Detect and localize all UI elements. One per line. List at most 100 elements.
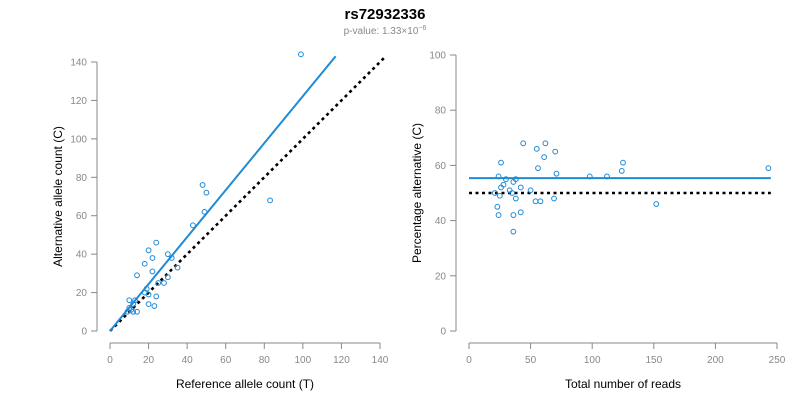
data-point bbox=[503, 176, 509, 183]
data-point bbox=[527, 187, 534, 194]
fit-line bbox=[109, 55, 337, 332]
data-point bbox=[145, 301, 152, 308]
data-point bbox=[203, 189, 210, 196]
y-axis-label: Percentage alternative (C) bbox=[410, 123, 424, 263]
right-scatter-panel: 0 20 40 60 80 100 0 50 100 150 200 250 Total number … bbox=[410, 51, 786, 392]
data-point bbox=[537, 198, 544, 205]
y-tick-label: 60 bbox=[76, 211, 88, 222]
data-point bbox=[498, 159, 504, 166]
data-point bbox=[201, 208, 208, 215]
y-tick-label: 140 bbox=[70, 58, 87, 69]
x-tick-label: 100 bbox=[584, 355, 601, 366]
data-point bbox=[495, 173, 502, 180]
left-scatter-panel: 0 20 40 60 80 100 120 140 0 20 40 60 80 100 120 140 Refe… bbox=[51, 51, 389, 391]
data-point bbox=[134, 272, 140, 279]
y-tick-label: 80 bbox=[435, 106, 447, 117]
y-tick-label: 60 bbox=[435, 161, 447, 172]
data-point bbox=[124, 308, 131, 315]
x-tick-label: 60 bbox=[220, 355, 232, 366]
x-tick-label: 0 bbox=[107, 355, 113, 366]
data-point bbox=[509, 190, 516, 196]
data-point bbox=[552, 148, 559, 155]
data-point bbox=[491, 190, 498, 196]
data-point bbox=[532, 198, 539, 205]
chart-title: rs72932336 bbox=[345, 6, 426, 23]
data-point bbox=[551, 195, 557, 202]
data-point bbox=[653, 201, 660, 207]
data-point bbox=[510, 212, 517, 218]
data-point bbox=[168, 255, 175, 261]
data-point bbox=[134, 308, 140, 315]
data-point bbox=[520, 140, 527, 147]
x-tick-label: 140 bbox=[372, 355, 389, 366]
data-point bbox=[199, 182, 206, 188]
data-point bbox=[496, 192, 503, 199]
y-tick-label: 20 bbox=[435, 271, 447, 282]
x-tick-label: 50 bbox=[525, 355, 537, 366]
data-point bbox=[541, 154, 548, 161]
data-point bbox=[190, 222, 196, 229]
data-point bbox=[153, 293, 160, 300]
data-point bbox=[586, 173, 593, 180]
y-tick-label: 40 bbox=[435, 216, 447, 227]
data-point bbox=[151, 303, 158, 309]
data-point bbox=[620, 159, 626, 166]
data-point bbox=[161, 280, 167, 286]
data-point bbox=[130, 301, 137, 308]
data-point bbox=[765, 165, 772, 172]
y-tick-label: 0 bbox=[440, 327, 446, 338]
data-point bbox=[149, 268, 156, 275]
data-point bbox=[126, 297, 133, 304]
x-tick-label: 0 bbox=[466, 355, 472, 366]
data-point bbox=[517, 184, 524, 191]
data-point bbox=[298, 51, 304, 58]
y-tick-label: 20 bbox=[76, 288, 88, 299]
reference-line bbox=[109, 55, 387, 332]
x-tick-label: 250 bbox=[769, 355, 786, 366]
data-point bbox=[510, 228, 517, 235]
x-tick-label: 100 bbox=[295, 355, 312, 366]
data-point bbox=[495, 212, 502, 218]
x-axis-label: Reference allele count (T) bbox=[176, 377, 314, 391]
data-point bbox=[174, 264, 181, 271]
data-point bbox=[510, 179, 517, 185]
data-point bbox=[164, 274, 171, 281]
data-point bbox=[498, 184, 504, 191]
y-tick-label: 0 bbox=[81, 327, 87, 338]
pvalue-text: p-value: 1.33×10 bbox=[344, 26, 419, 37]
data-point bbox=[141, 260, 148, 267]
data-point bbox=[155, 280, 162, 286]
data-point bbox=[542, 140, 549, 147]
y-tick-label: 40 bbox=[76, 250, 88, 261]
data-point bbox=[517, 209, 524, 216]
chart-subtitle: p-value: 1.33×10−6 bbox=[344, 25, 427, 37]
x-tick-label: 40 bbox=[182, 355, 194, 366]
data-point bbox=[512, 195, 519, 202]
pvalue-exponent: −6 bbox=[418, 25, 426, 32]
x-tick-label: 120 bbox=[333, 355, 350, 366]
x-tick-label: 150 bbox=[645, 355, 662, 366]
data-point bbox=[535, 165, 541, 172]
x-tick-label: 20 bbox=[143, 355, 155, 366]
data-point bbox=[618, 168, 625, 174]
y-tick-label: 100 bbox=[70, 134, 87, 145]
x-tick-label: 200 bbox=[707, 355, 724, 366]
data-point bbox=[267, 197, 273, 204]
y-tick-label: 120 bbox=[70, 96, 87, 107]
x-tick-label: 80 bbox=[259, 355, 271, 366]
data-point bbox=[153, 239, 160, 246]
data-point bbox=[494, 203, 501, 210]
data-point bbox=[149, 255, 156, 261]
data-point bbox=[604, 173, 610, 180]
x-axis-label: Total number of reads bbox=[565, 377, 681, 391]
y-tick-label: 100 bbox=[429, 51, 446, 62]
data-point bbox=[164, 251, 171, 258]
data-point bbox=[130, 308, 137, 315]
data-point bbox=[533, 145, 540, 152]
y-axis-label: Alternative allele count (C) bbox=[51, 126, 65, 267]
y-tick-label: 80 bbox=[76, 173, 88, 184]
data-point bbox=[145, 247, 152, 254]
data-point bbox=[553, 170, 560, 177]
data-point bbox=[145, 291, 152, 298]
